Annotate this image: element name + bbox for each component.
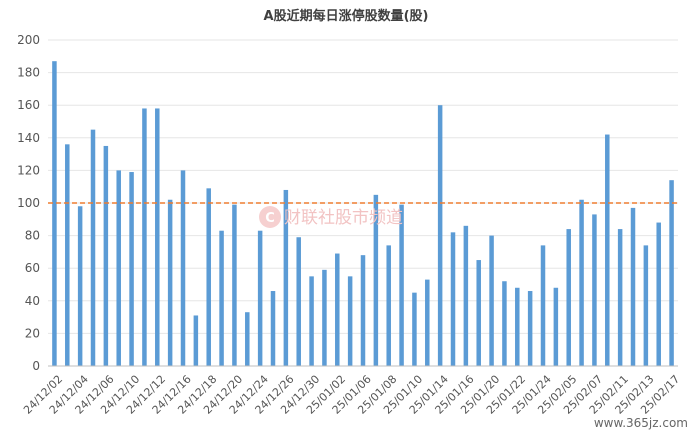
- watermark-logo-icon: [259, 206, 281, 228]
- bar: [643, 245, 649, 366]
- y-tick-label: 140: [17, 131, 40, 145]
- y-tick-label: 80: [25, 229, 40, 243]
- bar: [489, 235, 494, 366]
- x-axis-ticks: 24/12/0224/12/0424/12/0624/12/1024/12/12…: [21, 373, 682, 417]
- bar: [322, 269, 327, 366]
- bar: [193, 315, 199, 366]
- bar: [347, 276, 353, 366]
- y-tick-label: 120: [17, 163, 40, 177]
- bars: [52, 61, 674, 367]
- bar: [463, 225, 469, 366]
- bar: [540, 245, 546, 366]
- bar: [373, 194, 379, 366]
- bar: [142, 108, 147, 367]
- bar: [425, 279, 430, 366]
- bar: [206, 188, 211, 366]
- watermark-text: 财联社股市频道: [284, 208, 403, 228]
- y-tick-label: 40: [25, 294, 40, 308]
- site-watermark: www.365jz.com: [594, 416, 688, 430]
- bar: [270, 291, 276, 366]
- bar: [245, 312, 250, 366]
- bar: [656, 222, 661, 366]
- y-tick-label: 200: [17, 33, 40, 47]
- bar: [630, 207, 636, 366]
- bar: [155, 108, 160, 367]
- bar: [412, 292, 417, 366]
- bar: [527, 291, 533, 366]
- bar: [579, 199, 584, 366]
- bar: [450, 232, 456, 366]
- bar: [283, 189, 289, 366]
- bar: [502, 281, 507, 366]
- bar: [180, 170, 186, 366]
- y-tick-label: 20: [25, 326, 40, 340]
- y-tick-label: 180: [17, 66, 40, 80]
- bar: [399, 204, 404, 366]
- watermark: C 财联社股市频道: [259, 206, 403, 228]
- bar: [605, 134, 610, 366]
- bar: [515, 287, 520, 366]
- y-tick-label: 0: [32, 359, 40, 373]
- y-axis-ticks: 0 20 40 60 80 100 120 140 160 180 200: [17, 33, 40, 373]
- bar: [77, 206, 83, 366]
- bar: [309, 276, 314, 366]
- bar: [52, 61, 57, 366]
- bar: [296, 237, 301, 366]
- bar: [103, 145, 109, 366]
- bar: [669, 180, 674, 366]
- y-tick-label: 160: [17, 98, 40, 112]
- bar: [90, 129, 96, 366]
- bar: [553, 287, 559, 366]
- bar: [437, 105, 443, 366]
- watermark-logo-letter: C: [265, 211, 275, 226]
- bar: [335, 253, 340, 366]
- bar: [167, 199, 173, 366]
- bar: [257, 230, 263, 366]
- bar: [566, 229, 571, 366]
- bar: [386, 245, 391, 366]
- bar: [476, 260, 481, 366]
- bar: [617, 229, 623, 366]
- bar: [219, 230, 224, 366]
- bar: [232, 204, 237, 366]
- y-tick-label: 60: [25, 261, 40, 275]
- chart-title: A股近期每日涨停股数量(股): [264, 8, 429, 24]
- bar: [65, 144, 70, 366]
- bar: [116, 170, 121, 366]
- bar: [129, 172, 134, 366]
- bar: [592, 214, 597, 366]
- bar: [360, 255, 366, 366]
- y-tick-label: 100: [17, 196, 40, 210]
